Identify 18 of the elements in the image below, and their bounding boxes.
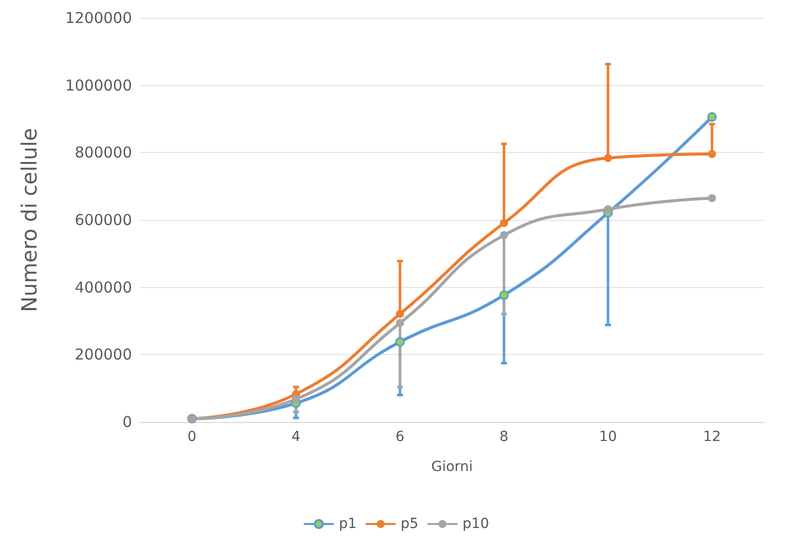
y-axis-title: Numero di cellule bbox=[18, 128, 42, 312]
y-tick-label: 600000 bbox=[74, 211, 132, 229]
x-tick-label: 8 bbox=[500, 429, 508, 445]
y-tick-label: 200000 bbox=[74, 346, 132, 364]
y-tick-label: 400000 bbox=[74, 278, 132, 296]
y-tick-label: 1000000 bbox=[65, 76, 132, 94]
x-tick-label: 6 bbox=[396, 429, 405, 445]
x-tick-label: 12 bbox=[703, 429, 721, 445]
x-tick-label: 4 bbox=[292, 429, 301, 445]
y-tick-label: 0 bbox=[122, 413, 132, 431]
x-tick-label: 0 bbox=[188, 429, 196, 445]
legend-label: p1 bbox=[338, 516, 357, 532]
y-tick-label: 1200000 bbox=[65, 9, 132, 27]
legend-label: p5 bbox=[400, 516, 418, 532]
y-tick-label: 800000 bbox=[74, 144, 132, 162]
x-axis-title: Giorni bbox=[431, 459, 473, 475]
legend-label: p10 bbox=[462, 516, 490, 532]
x-tick-label: 10 bbox=[599, 429, 617, 445]
